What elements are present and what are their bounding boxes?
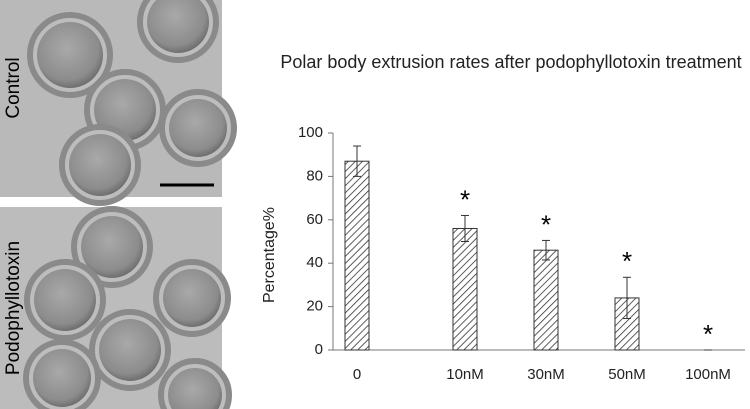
chart-title: Polar body extrusion rates after podophy… (280, 52, 742, 72)
significance-marker: * (460, 184, 470, 214)
error-bar (353, 145, 361, 177)
panel-label: Podophyllotoxin (3, 241, 24, 375)
panel-label: Control (3, 57, 24, 118)
x-tick-label: 30nM (527, 366, 565, 383)
x-tick-label: 100nM (685, 366, 731, 383)
y-tick-label: 40 (306, 254, 323, 271)
y-axis-label: Percentage% (261, 207, 278, 303)
y-tick-label: 20 (306, 298, 323, 315)
y-tick-label: 100 (298, 124, 323, 141)
significance-marker: * (541, 209, 551, 239)
x-tick-label: 10nM (446, 366, 484, 383)
y-tick-label: 0 (315, 341, 323, 358)
y-tick-label: 80 (306, 167, 323, 184)
micrograph-control (0, 0, 237, 206)
micrograph-treated (0, 206, 232, 409)
bar (344, 160, 370, 351)
x-tick-label: 0 (353, 366, 361, 383)
y-tick-label: 60 (306, 211, 323, 228)
x-tick-label: 50nM (608, 366, 646, 383)
significance-marker: * (622, 246, 632, 276)
error-bar (623, 276, 631, 320)
significance-marker: * (703, 319, 713, 349)
bar (452, 227, 478, 351)
error-bar (461, 214, 469, 242)
bar (533, 249, 559, 351)
error-bar (542, 239, 550, 261)
